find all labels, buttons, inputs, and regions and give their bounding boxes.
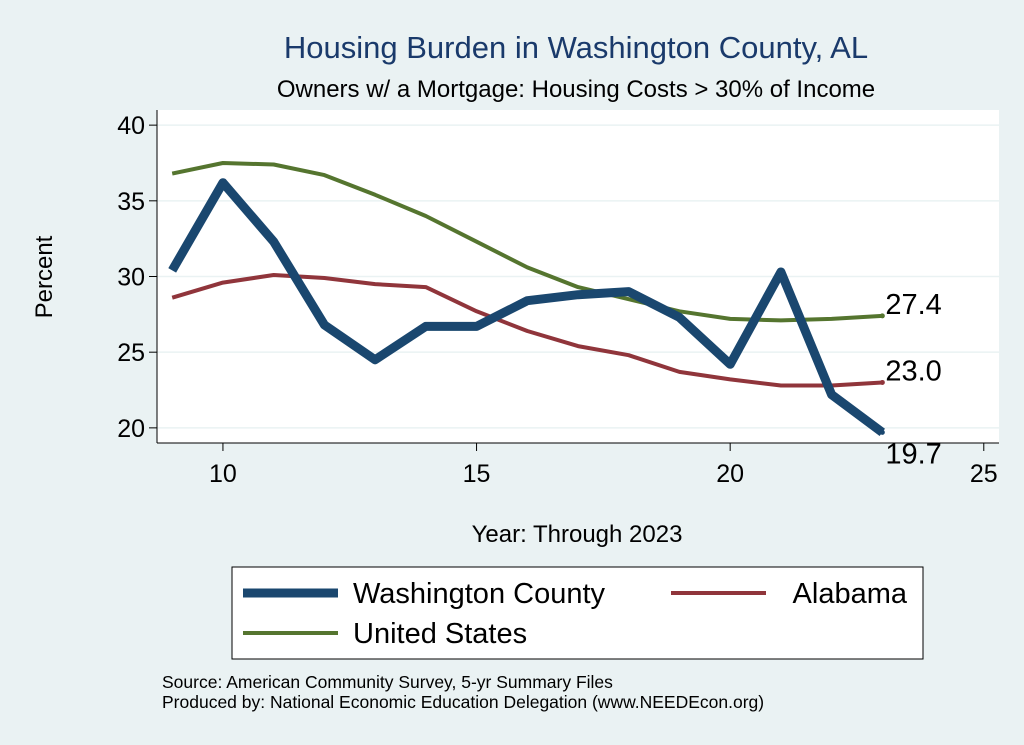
y-tick-label: 35 (117, 188, 145, 216)
x-tick-label: 15 (463, 460, 491, 488)
x-tick-label: 25 (970, 460, 998, 488)
end-label-united-states: 27.4 (885, 289, 941, 321)
legend-label-united-states: United States (353, 618, 527, 650)
y-tick-label: 30 (117, 264, 145, 292)
end-labels: 23.0 27.4 19.7 (885, 289, 941, 471)
legend-label-alabama: Alabama (793, 578, 908, 610)
end-label-washington-county: 19.7 (885, 438, 941, 470)
legend-box (231, 566, 924, 660)
series-line-united-states (171, 161, 883, 323)
producer-note: Produced by: National Economic Education… (162, 692, 764, 712)
legend-label-washington-county: Washington County (353, 578, 606, 610)
source-note: Source: American Community Survey, 5-yr … (162, 672, 613, 692)
x-axis-title: Year: Through 2023 (472, 521, 683, 548)
y-axis-title: Percent (31, 235, 58, 318)
series-end-marker-united-states (879, 313, 885, 319)
series-line-washington-county (168, 178, 885, 437)
series-group (168, 161, 885, 437)
y-tick-label: 25 (117, 339, 145, 367)
series-end-marker-alabama (879, 379, 885, 385)
x-tick-label: 10 (209, 460, 237, 488)
y-ticks: 20 25 30 35 40 (117, 112, 157, 443)
chart-title: Housing Burden in Washington County, AL (284, 30, 868, 65)
series-end-marker-washington-county (879, 429, 885, 435)
y-tick-label: 40 (117, 112, 145, 140)
y-tick-label: 20 (117, 415, 145, 443)
x-tick-label: 20 (716, 460, 744, 488)
chart-subtitle: Owners w/ a Mortgage: Housing Costs > 30… (277, 76, 875, 103)
x-ticks: 10 15 20 25 (209, 443, 998, 488)
end-label-alabama: 23.0 (885, 355, 941, 387)
